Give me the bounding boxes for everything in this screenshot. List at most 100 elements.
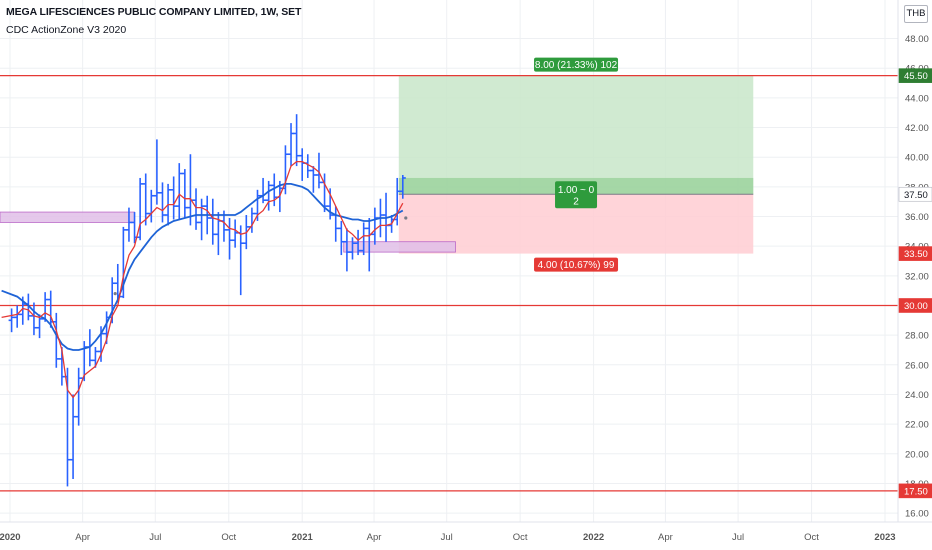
ohlc-bar: [299, 148, 306, 181]
price-tag-text: 17.50: [904, 486, 928, 497]
ohlc-bar: [315, 152, 322, 189]
price-tag[interactable]: 17.50: [898, 483, 932, 499]
price-tick-label: 42.00: [905, 123, 929, 134]
price-tick-label: 32.00: [905, 271, 929, 282]
horizontal-lines[interactable]: [0, 75, 898, 492]
price-tag-text: 30.00: [904, 301, 928, 312]
price-tick-label: 26.00: [905, 360, 929, 371]
time-tick-label: 2023: [874, 532, 895, 543]
time-tick-label: 2020: [0, 532, 21, 543]
grid-lines: [0, 0, 898, 522]
ratio-label-sub: 2: [573, 196, 579, 207]
price-tag-bg: [898, 186, 932, 202]
indicator-name[interactable]: CDC ActionZone V3 2020: [6, 24, 127, 36]
ohlc-bar: [8, 308, 15, 333]
symbol-title: MEGA LIFESCIENCES PUBLIC COMPANY LIMITED…: [6, 6, 302, 18]
ohlc-bar: [70, 394, 77, 479]
ohlc-bar: [14, 305, 21, 328]
zone-box-left: [0, 211, 135, 223]
price-axis[interactable]: 48.0046.0044.0042.0040.0038.0036.0034.00…: [897, 0, 932, 522]
price-tag-text: 37.50: [904, 190, 928, 201]
price-tag[interactable]: 45.50: [898, 68, 932, 83]
time-tick-label: 2021: [292, 532, 314, 543]
ohlc-bar: [36, 314, 43, 339]
ohlc-bar: [159, 182, 166, 223]
target-label-text: 8.00 (21.33%) 102: [535, 60, 618, 71]
time-tick-label: Jul: [732, 532, 744, 543]
position-zones: [0, 75, 754, 254]
ohlc-bar: [137, 177, 144, 241]
ohlc-bar: [153, 139, 160, 205]
ohlc-bar: [193, 188, 200, 230]
ohlc-bar: [176, 163, 183, 220]
price-tag-bg: [898, 298, 932, 313]
price-tick-label: 22.00: [905, 420, 929, 431]
time-tick-label: Jul: [149, 532, 161, 543]
position-labels: 8.00 (21.33%) 102 1.00 ~ 02 4.00 (10.67%) …: [534, 57, 619, 272]
ema-slow-line: [1, 182, 404, 351]
ratio-label-bg: [555, 181, 598, 209]
time-tick-label: Apr: [658, 532, 673, 543]
price-tick-label: 16.00: [905, 509, 929, 520]
ohlc-bar: [293, 114, 300, 167]
ohlc-bar: [148, 189, 155, 223]
stop-label-bg: [534, 257, 619, 272]
price-tick-label: 40.00: [905, 153, 929, 164]
price-tag[interactable]: 37.50: [898, 186, 932, 202]
price-tag[interactable]: 30.00: [898, 298, 932, 313]
target-label-bg: [534, 57, 619, 72]
profit-zone: [398, 75, 754, 195]
ohlc-bar: [310, 166, 317, 193]
signal-dot: [113, 292, 117, 296]
price-tag-bg: [898, 68, 932, 83]
zone-box-right: [343, 241, 456, 253]
price-tag-text: 45.50: [904, 71, 928, 82]
ohlc-bar: [343, 228, 350, 272]
price-tag-bg: [898, 483, 932, 499]
price-tick-label: 36.00: [905, 212, 929, 223]
ohlc-bar: [53, 312, 60, 368]
price-tag-bg: [898, 246, 932, 261]
price-tick-label: 44.00: [905, 93, 929, 104]
ohlc-bar: [349, 237, 356, 260]
ohlc-bar: [338, 220, 345, 256]
ohlc-bar: [142, 173, 149, 226]
ohlc-bar: [288, 123, 295, 167]
ohlc-bar: [371, 207, 378, 245]
price-tick-label: 48.00: [905, 34, 929, 45]
ema-fast-line: [1, 160, 404, 399]
ohlc-bar: [399, 174, 406, 199]
ratio-label: 1.00 ~ 02: [555, 181, 598, 209]
ohlc-bar: [265, 180, 272, 211]
currency-badge[interactable]: THB: [904, 5, 928, 23]
price-tick-label: 24.00: [905, 390, 929, 401]
price-tag[interactable]: 33.50: [898, 246, 932, 261]
ohlc-bar: [125, 207, 132, 242]
time-tick-label: Oct: [221, 532, 236, 543]
ohlc-bar: [209, 198, 216, 245]
ohlc-bar: [355, 229, 362, 256]
time-tick-label: Oct: [513, 532, 528, 543]
time-tick-label: Jul: [441, 532, 453, 543]
ratio-label-text: 1.00 ~ 0: [558, 185, 595, 196]
ohlc-bar: [30, 302, 37, 336]
target-label: 8.00 (21.33%) 102: [534, 57, 619, 72]
signal-dot: [404, 216, 408, 220]
ohlc-bar: [75, 367, 82, 426]
ohlc-bar: [360, 222, 367, 256]
ohlc-bar: [181, 169, 188, 218]
time-tick-label: Oct: [804, 532, 819, 543]
price-tick-label: 20.00: [905, 449, 929, 460]
ohlc-bar: [92, 347, 99, 368]
time-tick-label: Apr: [367, 532, 382, 543]
ohlc-bar: [170, 176, 177, 220]
time-axis[interactable]: 2020 Apr Jul Oct 2021 Apr Jul Oct 2022 Apr Jul Oct 2…: [0, 521, 932, 543]
ohlc-bar: [237, 225, 244, 296]
ohlc-bar: [260, 177, 267, 204]
ohlc-bar: [187, 154, 194, 226]
ohlc-bars: [8, 114, 406, 487]
ohlc-bar: [226, 217, 233, 260]
time-tick-label: Apr: [75, 532, 90, 543]
